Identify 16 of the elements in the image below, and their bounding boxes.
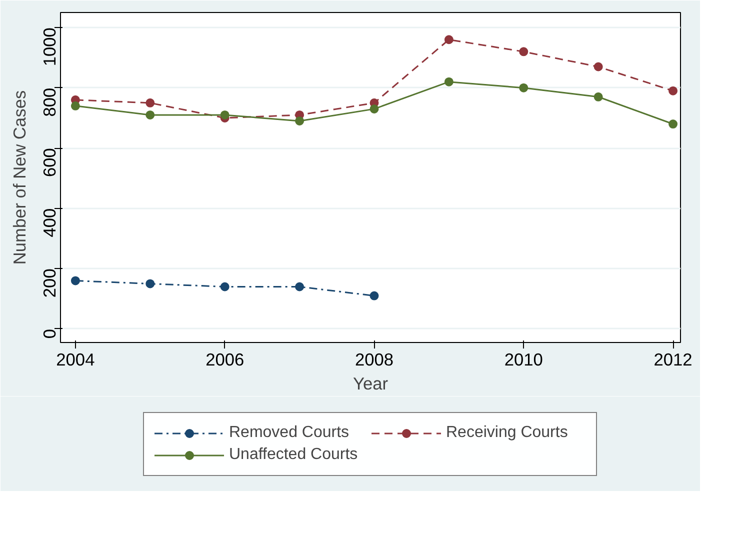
y-tick-label: 600 — [40, 148, 60, 178]
y-tick-label: 0 — [40, 328, 60, 339]
y-tick-label: 400 — [40, 208, 60, 238]
x-tick-label: 2012 — [654, 350, 692, 370]
y-tick-label: 200 — [40, 268, 60, 298]
y-tick-label: 1000 — [40, 28, 60, 66]
x-axis-title: Year — [352, 374, 388, 394]
legend-label: Removed Courts — [229, 424, 350, 442]
x-tick-label: 2008 — [354, 350, 394, 370]
x-tick-label: 2006 — [206, 350, 244, 370]
x-tick-label: 2010 — [504, 350, 543, 370]
x-tick-label: 2004 — [56, 350, 96, 370]
legend-label: Unaffected Courts — [229, 446, 359, 464]
legend-label: Receiving Courts — [446, 424, 569, 442]
y-tick-label: 800 — [40, 88, 60, 117]
y-axis-title: Number of New Cases — [10, 90, 30, 265]
